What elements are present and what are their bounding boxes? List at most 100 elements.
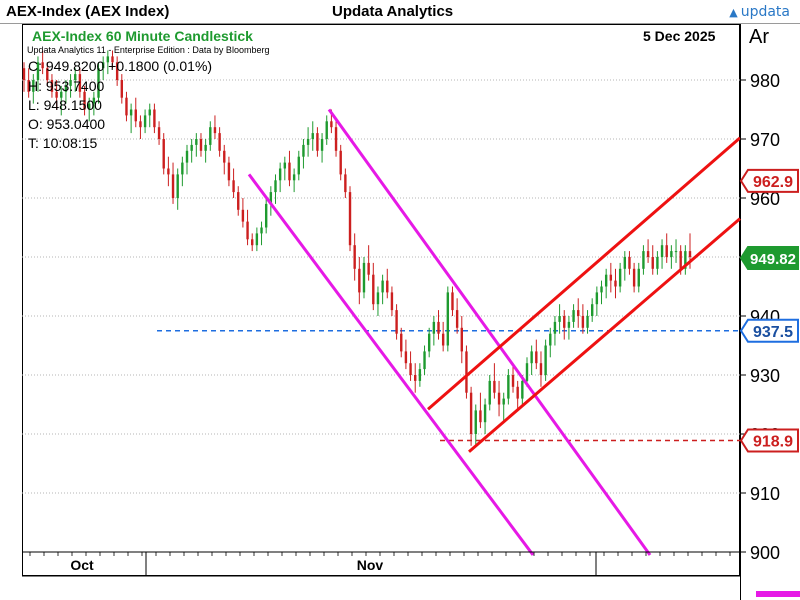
candle [269,186,273,216]
candle-body [446,292,450,346]
candle-body [525,363,529,381]
candle-body [125,97,128,116]
candle [414,363,417,393]
candle [302,139,305,169]
candle [441,321,445,352]
candle [600,280,603,305]
candle-body [176,174,179,198]
candle-body [604,274,608,287]
candle-body [646,251,650,257]
x-tick-label: Oct [70,557,94,573]
candle-body [670,251,673,257]
candle [171,162,175,204]
candle [120,74,124,104]
candle-body [656,257,659,269]
candle-body [50,80,54,92]
candle-body [469,392,473,434]
candle-body [181,162,184,175]
candle [134,97,137,128]
candle [493,363,496,399]
candle-body [558,316,561,322]
candle-body [348,192,352,246]
candle [418,363,422,387]
candle-body [199,139,203,151]
candle [567,316,571,340]
candle-body [483,404,487,423]
candle [637,262,640,293]
candle [581,304,585,334]
price-axis[interactable] [740,24,800,600]
candle-body [637,268,640,287]
candle-body [521,380,524,399]
candle [362,257,366,299]
candle-body [358,268,361,293]
candle [274,174,277,204]
candle-body [227,162,231,181]
brand-arrow-icon: ▲ [729,6,738,19]
candle-body [325,121,328,139]
candle [55,80,58,110]
candle-body [190,144,193,151]
candle [516,380,519,411]
candle-body [311,133,314,139]
candle-body [679,251,682,269]
candle [614,268,617,299]
candle [465,345,468,399]
candle [148,103,151,128]
candle [106,50,110,75]
candle [60,85,63,116]
candle [204,139,207,163]
candle-body [120,80,124,98]
candle-body [292,174,296,181]
candle-body [246,221,249,240]
candle [255,227,259,252]
candle-body [567,321,571,328]
horizontal-levels [157,330,740,442]
candle-body [157,127,161,139]
candle [497,380,501,417]
candle-body [111,56,114,63]
candle [400,327,403,358]
ohlc-time: T: 10:08:15 [28,135,98,151]
price-marker-1: 949.82 [739,246,799,271]
candle [474,404,477,446]
candle-body [330,121,333,128]
candle-body [390,292,394,311]
candle-body [195,139,198,145]
candle [92,91,96,116]
price-marker-box [739,318,799,343]
candle [306,127,310,157]
candle-body [660,245,664,257]
brand-logo: ▲ updata [729,4,790,20]
candle [316,127,319,157]
candle-body [232,180,235,193]
gridlines [22,79,740,553]
candle-body [115,62,119,80]
candle-body [586,316,589,328]
candle-body [511,375,515,387]
candle [251,233,254,252]
x-tick-label: Nov [357,557,384,573]
candle-body [134,109,137,122]
candle-body [563,316,566,328]
candle-body [78,74,82,92]
candle-body [432,321,436,334]
candle-body [367,262,370,275]
candle [618,262,622,293]
candle [181,156,184,187]
candle [628,251,631,275]
candle-body [544,345,547,375]
candle-body [516,386,519,399]
candle-body [255,233,259,246]
candle-body [577,310,580,316]
candle-body [162,139,165,169]
candle [162,133,165,175]
candle [334,121,338,157]
candle-body [535,351,538,364]
price-marker-box [739,246,799,271]
candle-body [404,351,408,364]
candle [69,74,72,98]
candle [404,339,408,370]
candle [507,369,510,405]
candle-body [139,121,142,128]
